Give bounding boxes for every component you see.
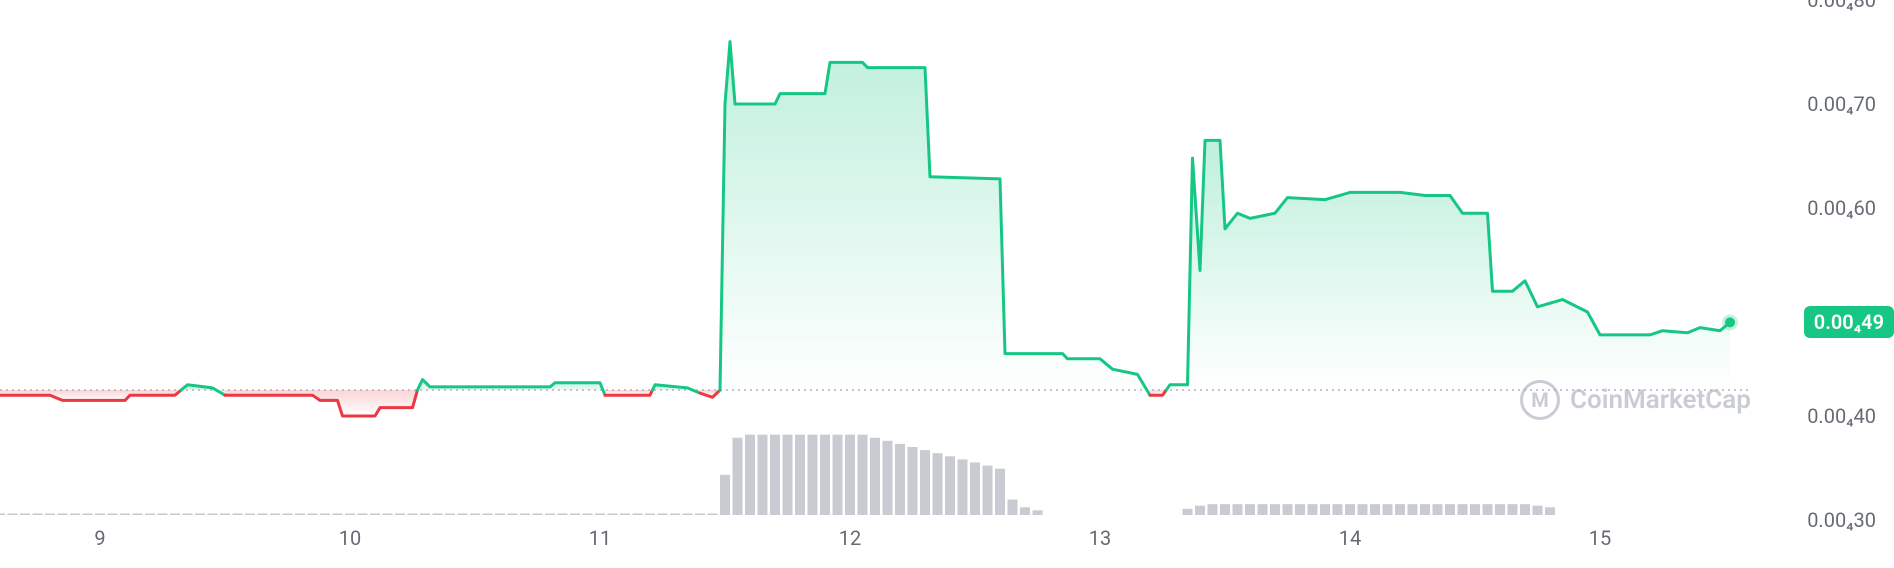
y-axis-tick: 0.00₄60	[1807, 196, 1876, 220]
y-axis-tick: 0.00₄80	[1807, 0, 1876, 12]
chart-svg	[0, 0, 1894, 568]
x-axis-tick: 14	[1339, 526, 1361, 550]
current-price-badge: 0.00₄49	[1804, 306, 1894, 338]
x-axis-tick: 10	[339, 526, 361, 550]
x-axis-tick: 13	[1089, 526, 1111, 550]
x-axis-tick: 12	[839, 526, 861, 550]
y-axis-tick: 0.00₄40	[1807, 404, 1876, 428]
y-axis-tick: 0.00₄70	[1807, 92, 1876, 116]
x-axis-tick: 9	[94, 526, 105, 550]
current-price-value: 0.00₄49	[1814, 310, 1884, 334]
x-axis-tick: 11	[589, 526, 611, 550]
price-chart[interactable]: 0.00₄30 0.00₄40 0.00₄60 0.00₄70 0.00₄80 9 10 1…	[0, 0, 1894, 568]
y-axis-tick: 0.00₄30	[1807, 508, 1876, 532]
x-axis-tick: 15	[1589, 526, 1611, 550]
